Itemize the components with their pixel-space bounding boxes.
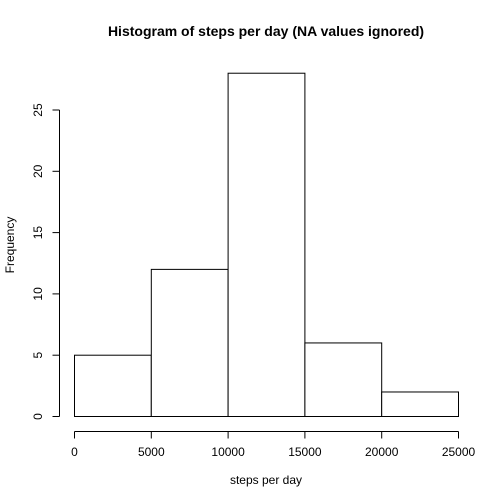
x-tick-label-4: 20000: [365, 445, 399, 459]
y-axis-label: Frequency: [3, 217, 17, 274]
chart-title: Histogram of steps per day (NA values ig…: [108, 23, 424, 39]
y-tick-label-3: 15: [31, 226, 45, 240]
histogram-bar-2: [227, 72, 306, 417]
x-tick-label-5: 25000: [442, 445, 476, 459]
y-tick-label-5: 25: [31, 103, 45, 117]
histogram-bar-1: [150, 268, 229, 417]
bars-group: [74, 72, 460, 418]
x-tick-label-0: 0: [71, 445, 78, 459]
x-tick-label-2: 10000: [211, 445, 245, 459]
y-tick-label-0: 0: [31, 413, 45, 420]
x-axis-label: steps per day: [230, 473, 302, 487]
histogram-bar-4: [381, 391, 460, 418]
x-tick-label-3: 15000: [288, 445, 322, 459]
y-axis: 0 5 10 15 20 25: [31, 103, 60, 420]
y-tick-label-2: 10: [31, 287, 45, 301]
histogram-bar-3: [304, 342, 383, 417]
histogram-bar-0: [74, 354, 152, 418]
x-tick-label-1: 5000: [138, 445, 165, 459]
y-tick-label-4: 20: [31, 164, 45, 178]
x-axis: 0 5000 10000 15000 20000 25000: [71, 431, 476, 459]
y-tick-label-1: 5: [31, 352, 45, 359]
